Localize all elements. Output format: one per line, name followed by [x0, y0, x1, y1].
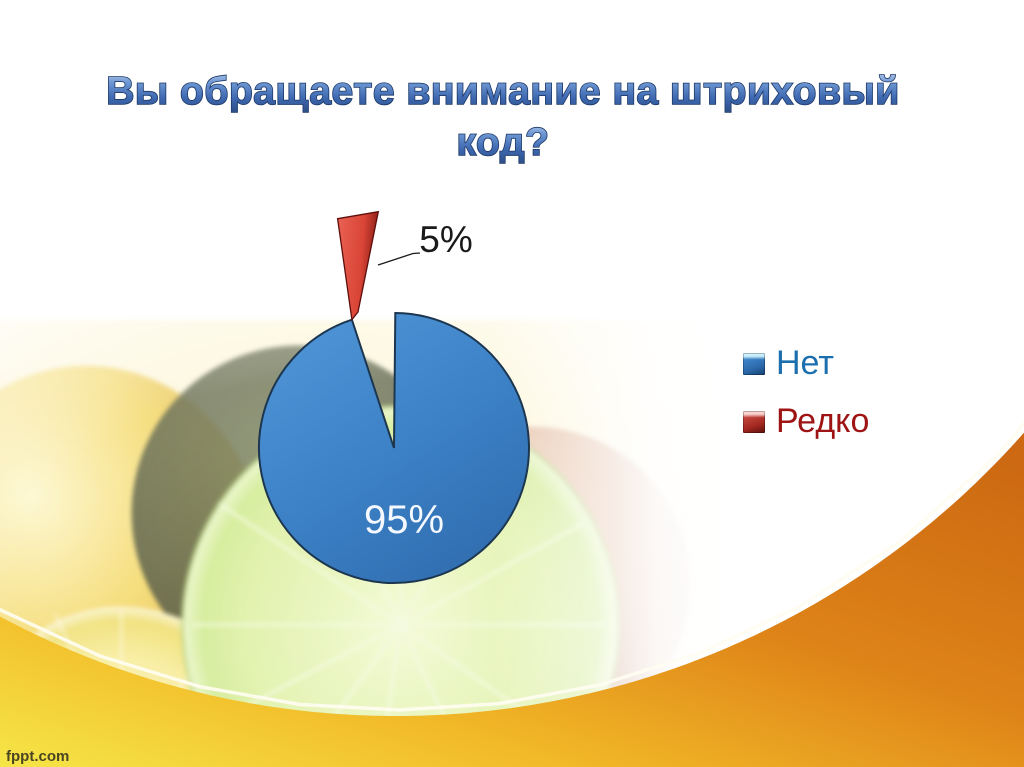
svg-text:5%: 5% — [419, 219, 472, 260]
svg-text:95%: 95% — [364, 498, 444, 542]
